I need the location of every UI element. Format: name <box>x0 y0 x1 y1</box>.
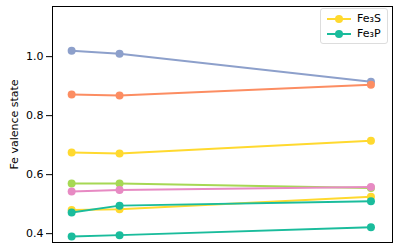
svg-text:1.0: 1.0 <box>26 50 44 63</box>
svg-text:0.8: 0.8 <box>26 109 44 122</box>
svg-text:0.6: 0.6 <box>26 168 44 181</box>
html-text:Fe₃P: Fe₃P <box>357 27 381 40</box>
html-text:Fe₃S: Fe₃S <box>357 12 381 25</box>
svg-text:Fe valence state: Fe valence state <box>8 79 21 169</box>
svg-text:0.4: 0.4 <box>26 227 44 240</box>
